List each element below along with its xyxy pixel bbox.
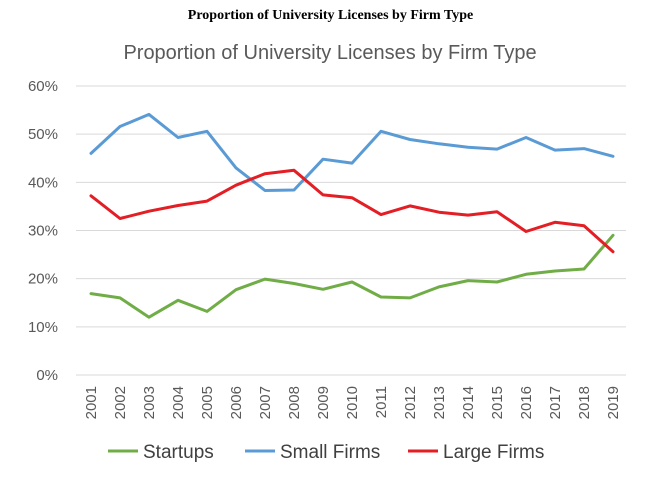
gridlines (76, 85, 626, 376)
legend-label: Startups (143, 442, 214, 463)
x-tick-label: 2006 (228, 386, 245, 419)
x-tick-label: 2017 (547, 386, 564, 419)
x-tick-label: 2013 (431, 386, 448, 419)
x-tick-label: 2011 (373, 386, 390, 418)
x-tick-label: 2009 (315, 386, 332, 419)
x-tick-label: 2015 (489, 386, 506, 419)
x-tick-label: 2007 (257, 386, 274, 419)
y-axis-ticks: 0% 10% 20% 30% 40% 50% 60% (28, 78, 58, 384)
y-tick-label: 40% (28, 174, 58, 191)
legend-label: Small Firms (280, 442, 380, 463)
y-tick-label: 60% (28, 78, 58, 95)
x-tick-label: 2016 (518, 386, 535, 419)
y-tick-label: 10% (28, 319, 58, 336)
y-tick-label: 30% (28, 223, 58, 240)
series-line-small-firms (89, 112, 615, 192)
x-tick-label: 2004 (170, 386, 187, 419)
legend: Startups Small Firms Large Firms (108, 442, 544, 463)
legend-label: Large Firms (443, 442, 544, 463)
x-tick-label: 2010 (344, 386, 361, 419)
series-line-startups (89, 233, 615, 319)
y-tick-label: 20% (28, 271, 58, 288)
y-tick-label: 50% (28, 126, 58, 143)
x-tick-label: 2014 (460, 386, 477, 419)
x-tick-label: 2012 (402, 386, 419, 419)
x-tick-label: 2001 (83, 386, 100, 419)
x-tick-label: 2019 (605, 386, 622, 419)
x-tick-label: 2003 (141, 386, 158, 419)
page-title: Proportion of University Licenses by Fir… (187, 8, 474, 23)
x-axis-ticks: 2001 2002 2003 2004 2005 2006 2007 2008 2009 2010… (83, 386, 622, 419)
chart-title: Proportion of University Licenses by Fir… (123, 42, 536, 64)
x-tick-label: 2008 (286, 386, 303, 419)
y-tick-label: 0% (36, 367, 58, 384)
series-line-large-firms (89, 168, 615, 254)
x-tick-label: 2018 (576, 386, 593, 419)
series-lines (89, 112, 615, 319)
x-tick-label: 2002 (112, 386, 129, 419)
x-tick-label: 2005 (199, 386, 216, 419)
